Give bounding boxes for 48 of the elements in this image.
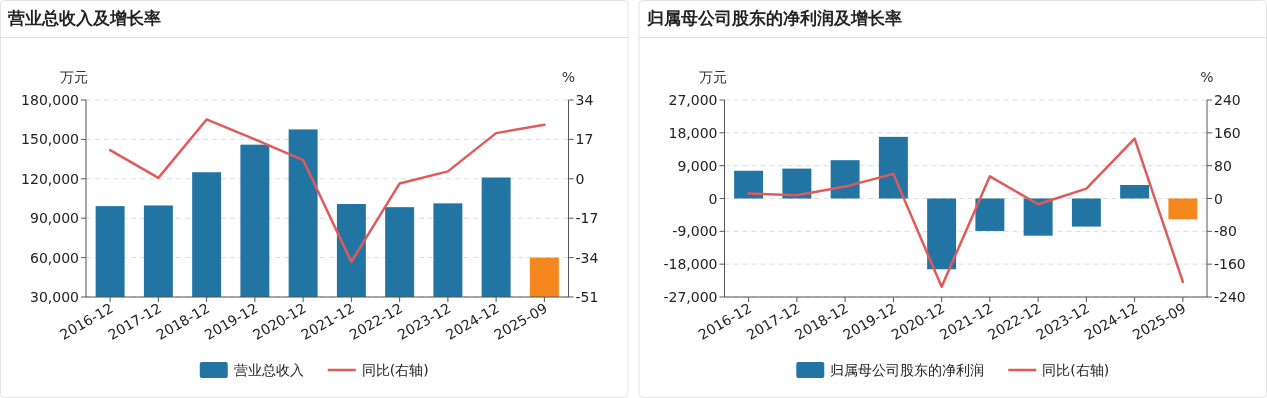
- y2-tick-label: 0: [1214, 190, 1223, 207]
- bar: [734, 170, 764, 199]
- chart-title: 归属母公司股东的净利润及增长率: [645, 8, 902, 28]
- y2-tick-label: -17: [575, 210, 599, 227]
- y2-tick-label: 80: [1214, 157, 1232, 174]
- y2-tick-label: -240: [1214, 289, 1246, 305]
- y2-tick-label: -34: [575, 249, 599, 266]
- legend-label: 营业总收入: [233, 362, 304, 378]
- y-tick-label: 120,000: [21, 170, 79, 187]
- y2-tick-label: 17: [575, 131, 594, 148]
- bar: [1023, 198, 1053, 236]
- y-tick-label: 30,000: [30, 289, 79, 305]
- y2-tick-label: 34: [575, 92, 594, 108]
- bar: [975, 198, 1005, 231]
- y-tick-label: -9,000: [672, 223, 718, 240]
- y-tick-label: 27,000: [668, 92, 718, 108]
- bar: [830, 160, 860, 199]
- y-axis-title: 万元: [60, 69, 88, 85]
- bar: [782, 168, 812, 199]
- y2-axis-title: %: [561, 69, 576, 85]
- y-tick-label: 0: [708, 190, 718, 207]
- y-tick-label: 180,000: [21, 92, 79, 108]
- bar: [927, 198, 957, 270]
- bar: [1120, 185, 1150, 199]
- y2-tick-label: -51: [575, 289, 599, 305]
- y-tick-label: 90,000: [30, 210, 79, 227]
- y-axis-title: 万元: [698, 69, 727, 85]
- y-tick-label: 150,000: [21, 131, 79, 148]
- bar: [878, 136, 908, 199]
- y-tick-label: 9,000: [677, 157, 718, 174]
- line-series: [108, 118, 546, 264]
- y2-tick-label: -160: [1214, 256, 1246, 273]
- y-tick-label: -27,000: [663, 289, 718, 305]
- y-tick-label: -18,000: [663, 256, 718, 273]
- bar: [1071, 198, 1101, 227]
- y2-tick-label: 240: [1214, 92, 1241, 108]
- y2-tick-label: -80: [1214, 223, 1237, 240]
- y2-axis-title: %: [1200, 69, 1214, 85]
- y2-tick-label: 160: [1214, 124, 1241, 141]
- line-series: [747, 137, 1185, 288]
- y2-tick-label: 0: [575, 170, 585, 187]
- legend-label: 同比(右轴): [361, 362, 429, 378]
- bar: [1168, 198, 1198, 220]
- legend-label: 同比(右轴): [1042, 362, 1110, 378]
- chart-title: 营业总收入及增长率: [7, 8, 161, 28]
- y-tick-label: 18,000: [668, 124, 718, 141]
- y-tick-label: 60,000: [30, 249, 79, 266]
- legend-label: 归属母公司股东的净利润: [830, 362, 985, 378]
